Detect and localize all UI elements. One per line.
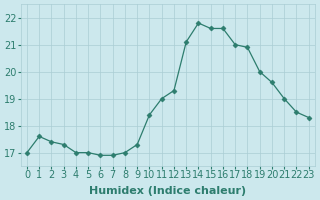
- X-axis label: Humidex (Indice chaleur): Humidex (Indice chaleur): [89, 186, 246, 196]
